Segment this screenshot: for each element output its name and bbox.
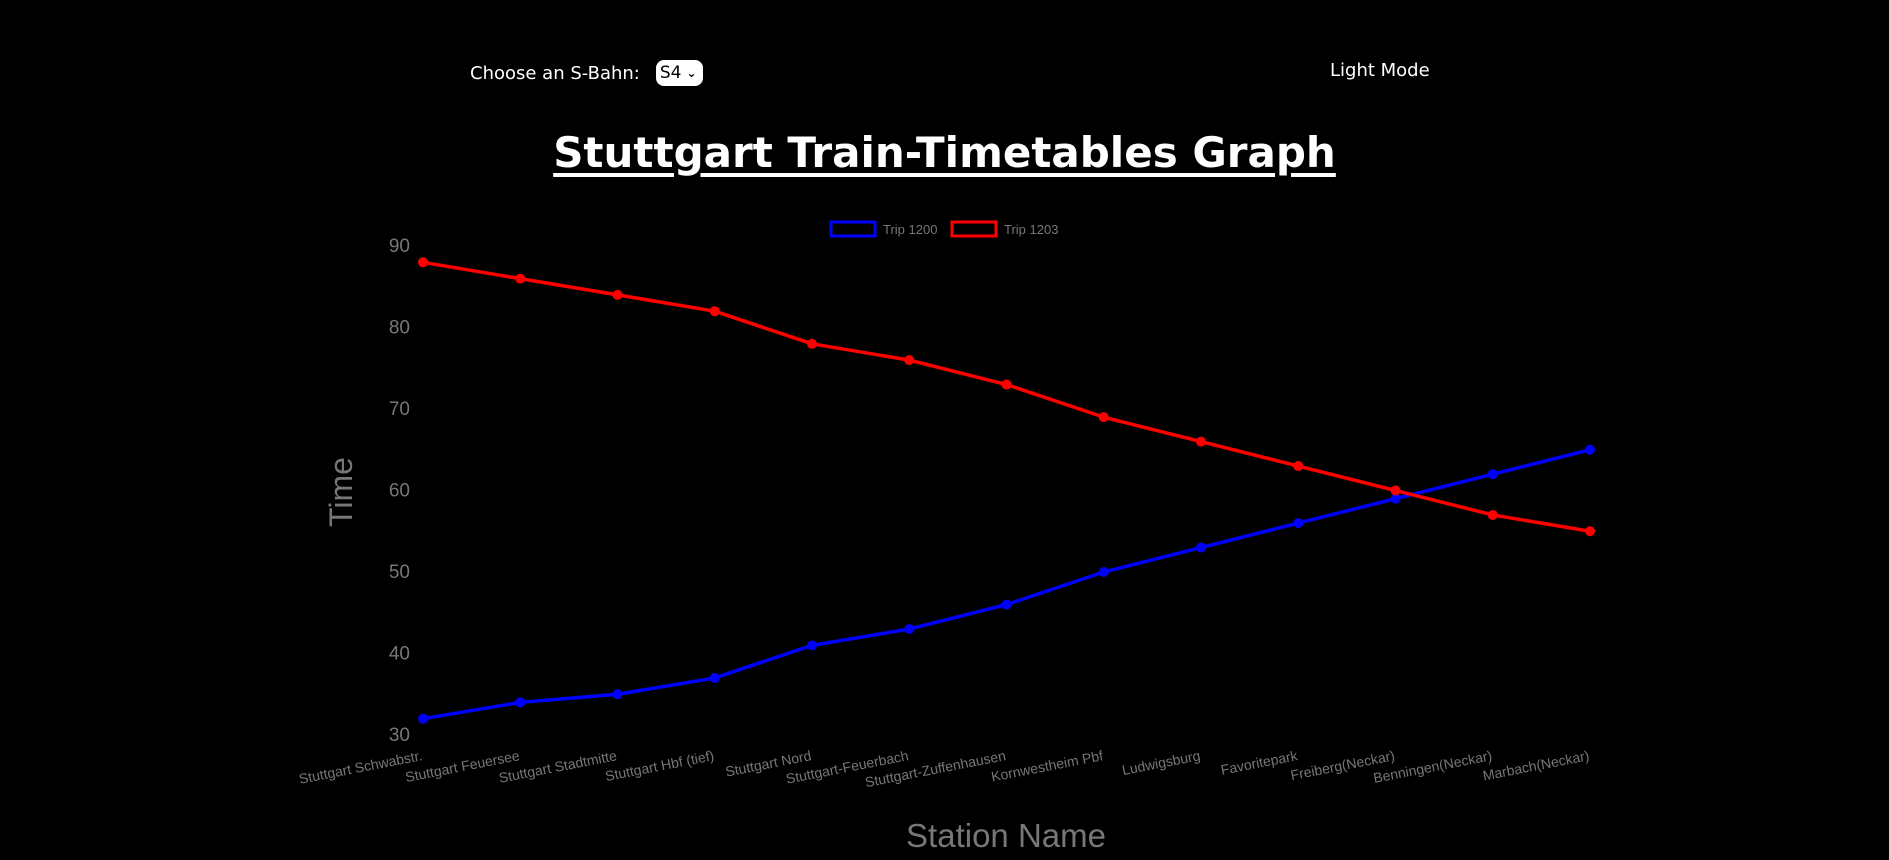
- timetable-chart: Trip 1200 Trip 1203 30 40 50 60 70 80 90 Stuttg…: [298, 220, 1595, 854]
- data-point: [1390, 485, 1401, 496]
- x-tick-label: Kornwestheim Pbf: [990, 747, 1105, 784]
- data-point: [1585, 526, 1595, 537]
- legend-label: Trip 1203: [1004, 222, 1058, 237]
- data-point: [709, 672, 720, 683]
- data-point: [1487, 509, 1498, 520]
- data-point: [418, 257, 428, 268]
- data-point: [1196, 542, 1206, 553]
- chart-legend: Trip 1200 Trip 1203: [829, 220, 1058, 238]
- s-bahn-selector: Choose an S-Bahn: S4 ⌄: [470, 60, 703, 86]
- x-axis: Stuttgart Schwabstr.Stuttgart FeuerseeSt…: [298, 747, 1591, 790]
- x-tick-label: Ludwigsburg: [1121, 747, 1202, 778]
- data-point: [418, 713, 428, 724]
- y-axis: 30 40 50 60 70 80 90: [389, 236, 410, 746]
- s-bahn-select[interactable]: S4 ⌄: [655, 60, 703, 86]
- data-point: [1098, 412, 1109, 423]
- data-point: [807, 338, 817, 349]
- s-bahn-select-label: Choose an S-Bahn:: [470, 62, 640, 84]
- y-tick-label: 40: [389, 644, 410, 665]
- data-point: [1487, 469, 1498, 480]
- y-tick-label: 80: [389, 318, 410, 339]
- data-point: [1585, 444, 1595, 455]
- data-point: [612, 289, 623, 300]
- data-point: [1001, 379, 1012, 390]
- y-axis-label: Time: [323, 457, 359, 527]
- top-bar: Choose an S-Bahn: S4 ⌄ Light Mode: [0, 0, 1889, 145]
- s-bahn-select-value: S4: [659, 63, 682, 83]
- light-mode-toggle[interactable]: Light Mode: [1330, 60, 1430, 81]
- data-point: [1001, 599, 1012, 610]
- series-layer: [418, 257, 1595, 724]
- x-axis-label: Station Name: [906, 817, 1106, 854]
- legend-label: Trip 1200: [883, 222, 937, 237]
- legend-swatch: [950, 220, 998, 238]
- data-point: [1293, 518, 1304, 529]
- series-line-2: [422, 260, 1591, 533]
- page-title: Stuttgart Train-Timetables Graph: [553, 128, 1336, 177]
- data-point: [807, 640, 817, 651]
- x-tick-label: Favoritepark: [1219, 747, 1299, 778]
- x-tick-label: Marbach(Neckar): [1481, 747, 1590, 783]
- y-tick-label: 60: [389, 481, 410, 502]
- data-point: [1390, 493, 1401, 504]
- y-tick-label: 30: [389, 725, 410, 746]
- data-point: [904, 624, 915, 635]
- data-point: [515, 697, 526, 708]
- series-line-1: [422, 448, 1591, 721]
- data-point: [1098, 567, 1109, 577]
- y-tick-label: 90: [389, 236, 410, 257]
- data-point: [1293, 461, 1304, 472]
- data-point: [515, 273, 526, 284]
- x-tick-label: Stuttgart Hbf (tief): [604, 747, 716, 784]
- data-point: [1196, 436, 1206, 447]
- data-point: [904, 355, 915, 366]
- x-tick-label: Stuttgart Schwabstr.: [298, 747, 424, 787]
- data-point: [709, 306, 720, 317]
- chevron-down-icon: ⌄: [686, 66, 697, 80]
- data-point: [612, 689, 623, 700]
- y-tick-label: 70: [389, 399, 410, 420]
- y-tick-label: 50: [389, 562, 410, 583]
- legend-swatch: [829, 220, 877, 238]
